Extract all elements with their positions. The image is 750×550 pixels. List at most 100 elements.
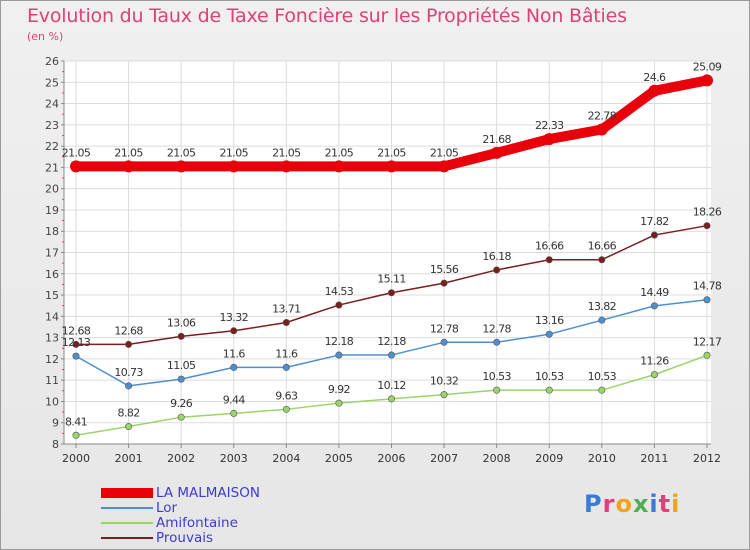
data-label: 21.68 (482, 133, 511, 146)
data-label: 9.63 (275, 389, 298, 402)
data-label: 18.26 (693, 206, 722, 219)
data-label: 9.92 (328, 383, 350, 396)
data-label: 11.6 (275, 347, 298, 360)
logo-letter: o (615, 490, 633, 518)
data-point (493, 338, 501, 346)
x-tick-label: 2008 (483, 452, 511, 465)
data-label: 21.05 (114, 146, 143, 159)
data-label: 21.05 (167, 146, 196, 159)
x-tick-label: 2003 (220, 452, 248, 465)
y-tick-label: 25 (45, 76, 59, 89)
data-point (650, 302, 658, 310)
proxiti-logo: Proxiti (584, 490, 680, 518)
data-point (230, 363, 238, 371)
data-point (230, 327, 238, 335)
data-label: 17.82 (640, 215, 669, 228)
data-point (493, 266, 501, 274)
data-point (72, 340, 80, 348)
y-tick-label: 12 (45, 353, 59, 366)
data-point (335, 399, 343, 407)
data-point (440, 338, 448, 346)
data-label: 10.73 (114, 366, 143, 379)
data-label: 9.26 (170, 397, 193, 410)
data-point (230, 409, 238, 417)
data-point (72, 352, 80, 360)
legend-swatch-amifontaine (101, 522, 153, 524)
logo-letter: x (632, 490, 650, 518)
data-label: 10.53 (482, 370, 511, 383)
legend-label-prouvais: Prouvais (156, 530, 214, 546)
data-label: 21.05 (377, 146, 406, 159)
x-tick-label: 2002 (167, 452, 195, 465)
data-point (125, 382, 133, 390)
data-point (227, 160, 240, 173)
x-tick-label: 2011 (640, 452, 668, 465)
data-label: 13.16 (535, 314, 564, 327)
data-label: 11.05 (167, 359, 196, 372)
data-point (545, 330, 553, 338)
x-tick-label: 2010 (588, 452, 616, 465)
y-tick-label: 26 (45, 55, 59, 68)
legend-swatch-malmaison (101, 488, 153, 498)
data-point (177, 413, 185, 421)
data-point (598, 316, 606, 324)
data-point (335, 351, 343, 359)
logo-letter: P (584, 490, 603, 518)
data-label: 12.68 (114, 324, 143, 337)
y-tick-label: 15 (45, 289, 59, 302)
data-point (701, 74, 713, 87)
x-tick-label: 2004 (272, 452, 300, 465)
data-label: 10.12 (377, 379, 406, 392)
data-label: 10.53 (588, 370, 617, 383)
data-point (545, 256, 553, 264)
data-label: 22.78 (588, 110, 617, 123)
data-point (122, 160, 135, 173)
data-point (490, 146, 503, 159)
data-label: 21.05 (430, 146, 459, 159)
x-tick-label: 2006 (378, 452, 406, 465)
data-point (335, 301, 343, 309)
y-tick-label: 24 (45, 98, 59, 111)
x-tick-label: 2009 (535, 452, 563, 465)
legend-label-lor: Lor (156, 500, 178, 516)
data-point (177, 332, 185, 340)
data-point (650, 371, 658, 379)
data-label: 10.32 (430, 375, 459, 388)
data-point (177, 375, 185, 383)
y-tick-label: 11 (45, 374, 59, 387)
data-label: 12.18 (325, 335, 354, 348)
y-tick-label: 9 (52, 417, 59, 430)
data-label: 12.68 (62, 324, 91, 337)
x-tick-label: 2007 (430, 452, 458, 465)
data-label: 11.26 (640, 355, 669, 368)
data-label: 13.82 (588, 300, 617, 313)
y-tick-label: 18 (45, 225, 59, 238)
y-tick-label: 21 (45, 161, 59, 174)
data-point (387, 351, 395, 359)
data-point (703, 351, 711, 359)
y-tick-label: 14 (45, 310, 59, 323)
logo-letter: r (602, 490, 616, 518)
data-label: 13.06 (167, 316, 196, 329)
legend-label-amifontaine: Amifontaine (156, 515, 238, 531)
legend-label-malmaison: LA MALMAISON (156, 485, 260, 501)
data-point (387, 395, 395, 403)
data-label: 12.13 (62, 336, 91, 349)
data-label: 16.66 (588, 240, 617, 253)
data-label: 10.53 (535, 370, 564, 383)
data-label: 24.6 (643, 71, 666, 84)
data-point (598, 386, 606, 394)
x-tick-label: 2001 (115, 452, 143, 465)
data-point (125, 423, 133, 431)
data-label: 21.05 (325, 146, 354, 159)
data-point (282, 363, 290, 371)
data-point (703, 222, 711, 230)
y-tick-label: 20 (45, 183, 59, 196)
data-label: 12.17 (693, 335, 722, 348)
data-point (125, 340, 133, 348)
data-label: 21.05 (272, 146, 301, 159)
y-tick-label: 17 (45, 247, 59, 260)
logo-letter: i (671, 490, 681, 518)
